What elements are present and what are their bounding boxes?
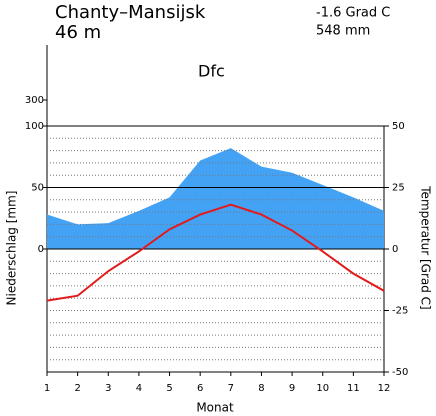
x-tick-label: 4: [136, 383, 142, 394]
y2-tick-label: -25: [392, 306, 408, 317]
temperature-line: [46, 203, 385, 302]
y-tick-label: 50: [31, 183, 44, 194]
precipitation-area: [47, 148, 384, 249]
chart-title: Chanty–Mansijsk: [55, 2, 206, 23]
climate-class: Dfc: [198, 62, 225, 81]
mean-temperature: -1.6 Grad C: [316, 6, 390, 21]
annual-precipitation: 548 mm: [316, 24, 370, 39]
y-tick-label: 100: [25, 121, 44, 132]
x-tick-label: 11: [347, 383, 360, 394]
y2-tick-label: 25: [392, 183, 405, 194]
x-tick-label: 2: [74, 383, 80, 394]
y2-axis-label: Temperatur [Grad C]: [419, 185, 433, 309]
y2-tick-label: 0: [392, 244, 398, 255]
x-axis-label: Monat: [196, 401, 234, 415]
y-tick-label: 0: [38, 244, 44, 255]
x-tick-label: 9: [289, 383, 295, 394]
x-tick-label: 8: [258, 383, 264, 394]
y-axis-label: Niederschlag [mm]: [5, 191, 19, 306]
x-tick-label: 6: [197, 383, 203, 394]
y2-tick-label: 50: [392, 121, 405, 132]
x-tick-label: 1: [44, 383, 50, 394]
x-tick-label: 7: [228, 383, 234, 394]
x-tick-label: 12: [378, 383, 391, 394]
chart-subtitle: 46 m: [55, 22, 101, 43]
y-tick-label: 300: [25, 95, 44, 106]
x-tick-label: 10: [316, 383, 329, 394]
y2-tick-label: -50: [392, 367, 408, 378]
x-tick-label: 5: [166, 383, 172, 394]
x-tick-label: 3: [105, 383, 111, 394]
